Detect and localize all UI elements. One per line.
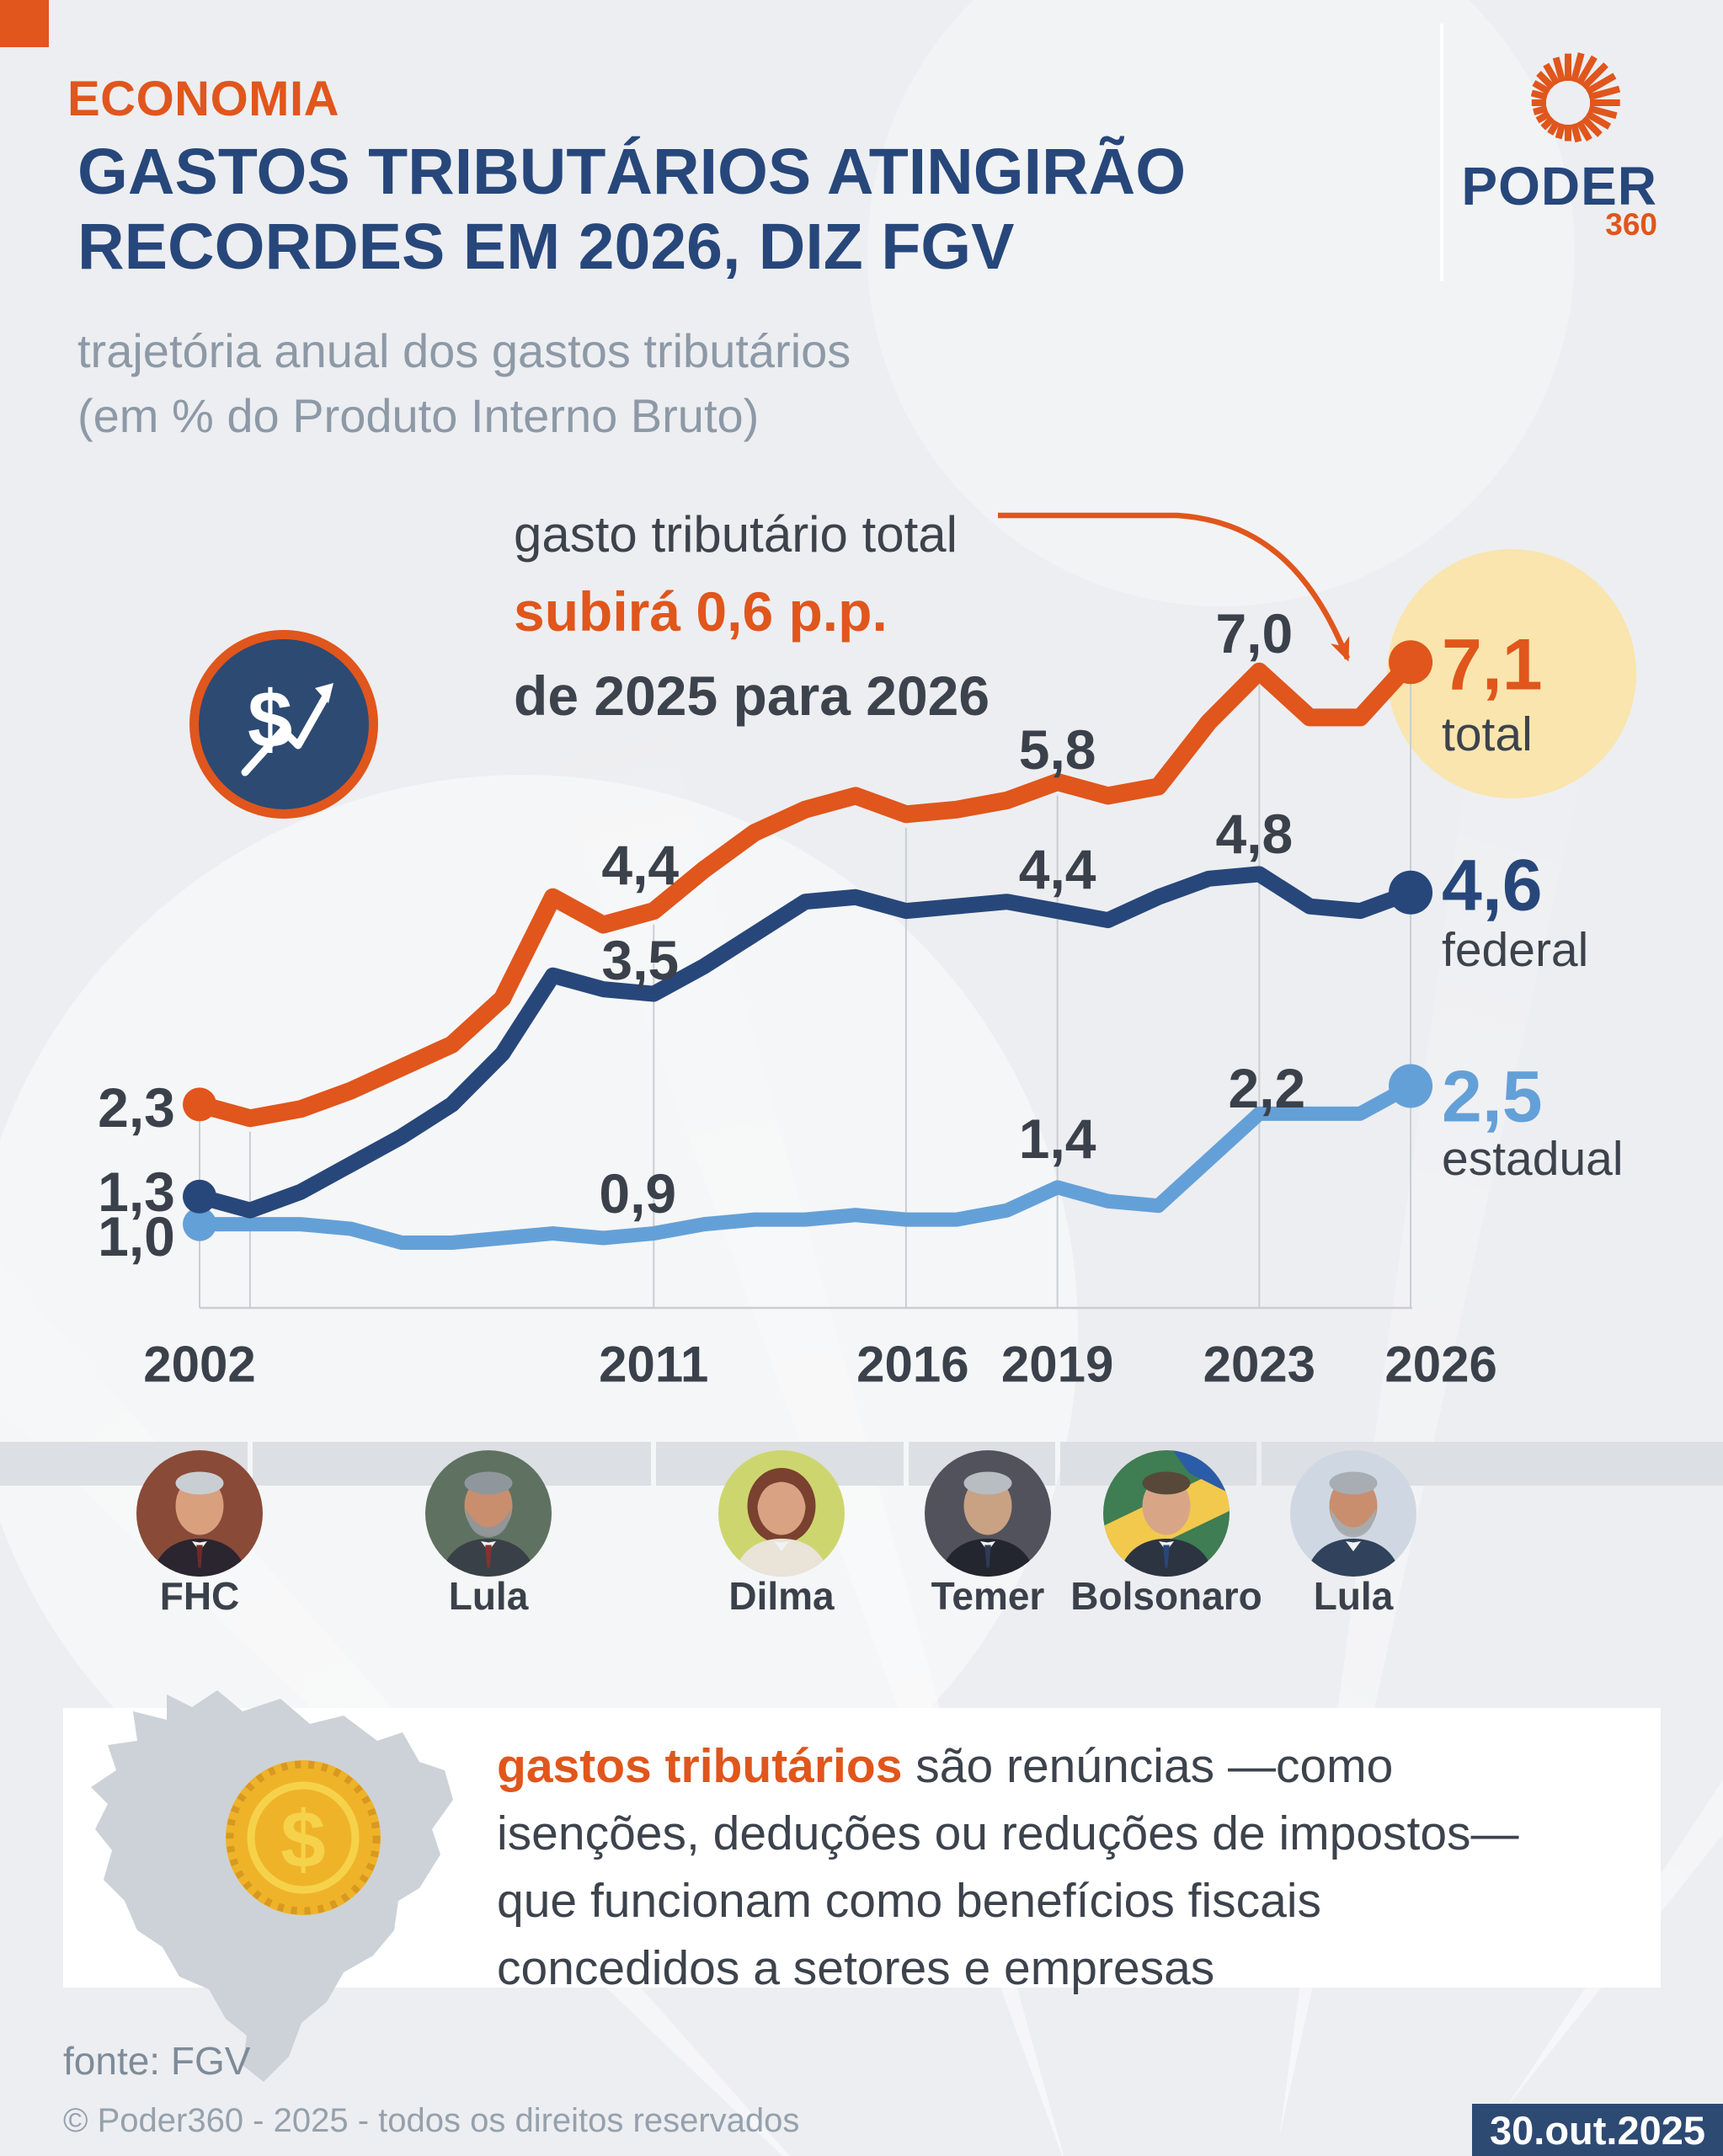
sunburst-ray [1552, 56, 1566, 83]
sunburst-ray [1588, 85, 1621, 101]
sunburst-ray [1581, 115, 1603, 137]
president-name-fhc: FHC [159, 1574, 240, 1618]
annotation-line-2: subirá 0,6 p.p. [514, 580, 888, 643]
svg-text:$: $ [280, 1795, 325, 1885]
total-value-label-2011: 4,4 [601, 833, 680, 896]
subtitle-line-1: trajetória anual dos gastos tributários [77, 324, 851, 377]
sunburst-ray [1532, 80, 1551, 95]
definition-line-2: isenções, deduções ou reduções de impost… [497, 1806, 1519, 1860]
x-tick-2011: 2011 [599, 1336, 709, 1393]
estadual-value-label-2019: 1,4 [1018, 1107, 1096, 1170]
sunburst-ray [1585, 72, 1617, 95]
sunburst-ray [1576, 120, 1592, 141]
president-name-dilma: Dilma [728, 1574, 835, 1618]
section-kicker: ECONOMIA [67, 72, 339, 126]
total-value-label-2023: 7,0 [1215, 602, 1294, 665]
president-photo-lula [425, 1450, 552, 1577]
estadual-end-value: 2,5 [1442, 1056, 1543, 1138]
president-photo-dilma [718, 1450, 845, 1577]
coin-icon: $ [226, 1760, 381, 1915]
total-end-value: 7,1 [1442, 624, 1543, 706]
page-title: GASTOS TRIBUTÁRIOS ATINGIRÃO RECORDES EM… [77, 135, 1408, 286]
president-name-temer: Temer [931, 1574, 1045, 1618]
title-line-2: RECORDES EM 2026, DIZ FGV [77, 211, 1015, 284]
president-photo-lula [1290, 1450, 1416, 1577]
federal-value-label-2002: 1,3 [98, 1160, 175, 1223]
background-circle-decoration [867, 0, 1575, 606]
president-name-lula: Lula [448, 1574, 529, 1618]
logo-divider [1440, 24, 1443, 281]
estadual-value-label-2002: 1,0 [98, 1204, 175, 1267]
sunburst-ray [1588, 104, 1618, 120]
x-tick-2023: 2023 [1203, 1336, 1316, 1393]
president-photo-fhc [136, 1450, 263, 1577]
definition-line-1-rest: são renúncias —como [902, 1739, 1394, 1793]
sunburst-ray [1576, 55, 1598, 86]
estadual-series-label: estadual [1442, 1132, 1624, 1186]
sunburst-ray [1530, 89, 1548, 101]
poder360-logo-text: PODER [1461, 156, 1657, 216]
subtitle-line-2: (em % do Produto Interno Bruto) [77, 389, 760, 443]
poder360-logo-suffix: 360 [1605, 207, 1657, 242]
x-tick-2016: 2016 [856, 1336, 969, 1393]
annotation-line-1: gasto tributário total [514, 506, 958, 563]
federal-value-label-2011: 3,5 [601, 929, 680, 992]
federal-end-dot [1389, 870, 1433, 915]
sunburst-ray [1547, 120, 1560, 136]
x-tick-2026: 2026 [1384, 1336, 1497, 1393]
dollar-trend-icon: $ [189, 630, 378, 819]
x-tick-2019: 2019 [1000, 1336, 1114, 1393]
sunburst-ray [1543, 62, 1560, 86]
federal-value-label-2023: 4,8 [1215, 802, 1294, 865]
chart-subtitle: trajetória anual dos gastos tributários … [77, 318, 851, 449]
svg-text:$: $ [248, 675, 292, 765]
definition-line-4: concedidos a setores e empresas [497, 1941, 1215, 1995]
title-line-1: GASTOS TRIBUTÁRIOS ATINGIRÃO [77, 136, 1187, 208]
definition-line-3: que funcionam como benefícios fiscais [497, 1874, 1322, 1928]
sunburst-ray [1536, 71, 1555, 90]
date-badge: 30.out.2025 [1472, 2104, 1723, 2156]
president-photo-temer [925, 1450, 1051, 1577]
federal-series-label: federal [1442, 923, 1589, 977]
sunburst-ray [1555, 123, 1566, 140]
total-value-label-2019: 5,8 [1018, 718, 1096, 782]
sunburst-ray [1585, 110, 1612, 130]
federal-end-value: 4,6 [1442, 845, 1543, 926]
sunburst-ray [1581, 62, 1608, 90]
sunburst-ray [1570, 52, 1585, 83]
total-series-label: total [1442, 707, 1533, 761]
x-tick-2002: 2002 [143, 1336, 256, 1393]
estadual-value-label-2011: 0,9 [599, 1161, 677, 1225]
poder360-sunburst-icon [1530, 52, 1621, 143]
annotation-line-3: de 2025 para 2026 [514, 664, 990, 727]
sunburst-ray [1570, 123, 1582, 143]
president-name-lula: Lula [1313, 1574, 1394, 1618]
kicker-accent-square [0, 0, 49, 47]
federal-value-label-2019: 4,4 [1018, 837, 1096, 900]
president-name-bolsonaro: Bolsonaro [1070, 1574, 1262, 1618]
estadual-value-label-2023: 2,2 [1228, 1057, 1306, 1120]
sunburst-ray [1535, 110, 1551, 124]
definition-highlight: gastos tributários [497, 1739, 903, 1793]
sunburst-ray [1540, 115, 1555, 131]
president-photo-bolsonaro [1103, 1450, 1230, 1577]
source-note: fonte: FGV [63, 2039, 251, 2083]
sunburst-ray [1533, 104, 1548, 115]
total-value-label-2002: 2,3 [98, 1076, 175, 1139]
copyright-note: © Poder360 - 2025 - todos os direitos re… [63, 2102, 800, 2139]
definition-line-1: gastos tributários são renúncias —como [497, 1738, 1393, 1794]
